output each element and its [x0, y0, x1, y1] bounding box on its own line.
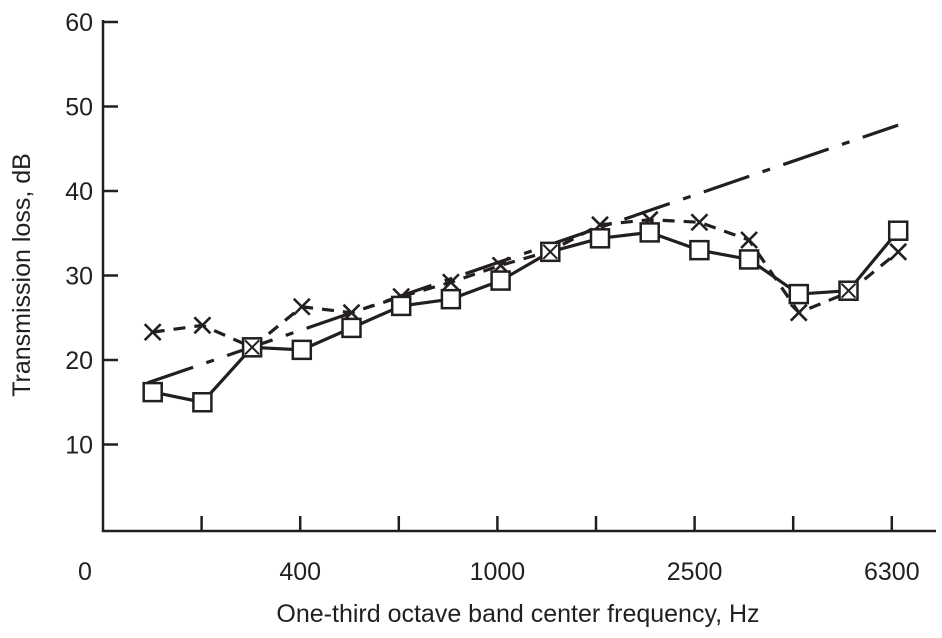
cross-marker — [740, 231, 759, 249]
cross-marker — [542, 244, 559, 260]
square-marker — [142, 381, 163, 403]
cross-stroke — [244, 339, 260, 356]
series-group — [142, 123, 909, 413]
cross-stroke — [193, 316, 212, 335]
x-tick-label: 6300 — [864, 558, 920, 586]
cross-stroke — [292, 297, 311, 316]
cross-stroke — [441, 273, 460, 292]
cross-marker — [840, 283, 857, 299]
square-marker — [689, 239, 710, 261]
cross-marker — [441, 273, 460, 292]
y-tick-label: 50 — [65, 94, 93, 122]
y-tick-label: 40 — [65, 178, 93, 206]
cross-stroke — [143, 323, 162, 342]
y-tick-label: 30 — [65, 263, 93, 291]
square-marker — [589, 228, 611, 249]
x-tick-label: 2500 — [667, 558, 723, 586]
square-marker — [341, 317, 362, 339]
series-line-solid — [152, 229, 900, 404]
y-tick-label: 20 — [65, 347, 93, 375]
cross-marker — [193, 316, 212, 335]
cross-marker — [292, 297, 311, 316]
y-tick-label: 60 — [65, 9, 93, 37]
x-tick-label: 0 — [78, 558, 92, 586]
cross-stroke — [542, 244, 559, 260]
square-marker — [639, 222, 660, 243]
x-tick-label: 1000 — [470, 558, 526, 586]
cross-stroke — [840, 283, 857, 299]
square-marker — [490, 270, 511, 291]
axes: 10 20 30 40 50 60 0 400 1000 2500 6300 — [65, 9, 936, 586]
cross-stroke — [740, 231, 759, 249]
square-marker — [738, 249, 760, 270]
cross-stroke — [889, 242, 908, 261]
cross-marker — [244, 339, 260, 356]
cross-marker — [143, 323, 162, 342]
cross-marker — [690, 213, 709, 232]
square-marker — [440, 288, 462, 310]
cross-stroke — [789, 303, 808, 322]
square-marker — [390, 295, 412, 317]
cross-stroke — [690, 213, 709, 232]
square-marker — [291, 339, 313, 361]
series-line-dashed — [152, 218, 900, 349]
square-marker — [788, 283, 810, 305]
square-marker — [887, 220, 909, 241]
y-axis-label: Transmission loss, dB — [8, 153, 36, 397]
x-axis-label: One-third octave band center frequency, … — [276, 600, 759, 628]
x-tick-label: 400 — [279, 558, 321, 586]
cross-marker — [789, 303, 808, 322]
cross-marker — [889, 242, 908, 261]
square-marker — [192, 392, 213, 413]
y-tick-label: 10 — [65, 432, 93, 460]
